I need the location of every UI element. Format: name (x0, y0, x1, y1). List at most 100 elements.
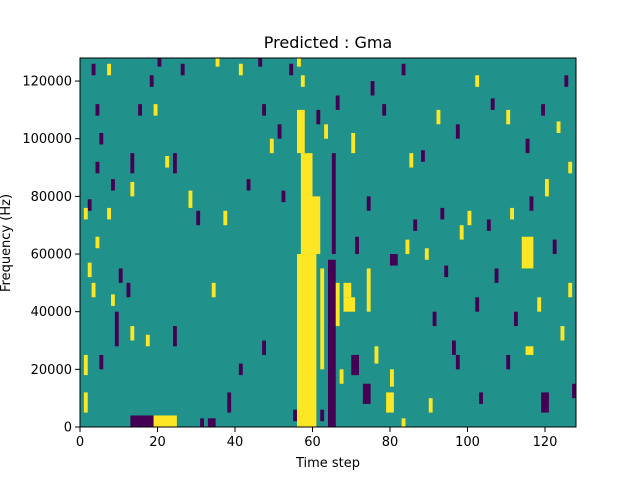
heatmap-cell (211, 282, 216, 298)
heatmap-cell (107, 207, 111, 220)
heatmap-cell (262, 340, 266, 355)
heatmap-cell (335, 282, 340, 327)
y-axis: 0 20000 40000 60000 80000 100000 120000 (22, 75, 80, 436)
heatmap-cell (390, 369, 394, 387)
heatmap-cell (343, 282, 352, 298)
heatmap-cell (390, 254, 398, 266)
heatmap-cell (200, 418, 204, 427)
heatmap-cell (436, 109, 441, 125)
heatmap-cell (409, 153, 414, 168)
heatmap-cell (386, 392, 394, 413)
heatmap-cell (207, 418, 216, 427)
heatmap-cell (277, 124, 282, 139)
heatmap-cell (428, 398, 433, 413)
heatmap-cell (486, 219, 491, 231)
heatmap-cell (421, 150, 425, 162)
heatmap-cell (413, 219, 418, 231)
heatmap-cell (331, 153, 336, 255)
y-tick-label: 80000 (31, 190, 72, 205)
heatmap-cell (541, 104, 545, 116)
heatmap-cell (297, 109, 305, 154)
heatmap-cell (506, 354, 511, 370)
heatmap-cell (165, 156, 170, 168)
x-tick-label: 80 (382, 435, 399, 450)
heatmap-cell (83, 207, 88, 220)
heatmap-cell (316, 109, 321, 125)
y-tick-label: 0 (64, 421, 72, 436)
heatmap-cell (529, 196, 534, 211)
x-tick-label: 40 (227, 435, 244, 450)
heatmap-cell (227, 392, 232, 413)
heatmap-cell (138, 104, 142, 116)
heatmap-cell (293, 409, 297, 422)
heatmap-cell (366, 196, 371, 211)
heatmap-cell (238, 363, 243, 376)
heatmap-cell (490, 98, 495, 110)
x-tick-label: 20 (149, 435, 166, 450)
heatmap-cell (262, 104, 266, 116)
heatmap-cell (99, 132, 104, 145)
heatmap-cell (351, 354, 359, 376)
heatmap-cell (467, 210, 472, 226)
heatmap-cell (370, 81, 375, 96)
heatmap-cell (173, 326, 177, 347)
heatmap-cell (432, 311, 437, 327)
heatmap-cell (328, 259, 336, 427)
heatmap-cell (114, 311, 119, 347)
heatmap-cell (281, 190, 286, 203)
plot-area (79, 57, 577, 428)
heatmap-cell (545, 179, 549, 197)
heatmap-cell (297, 254, 317, 427)
heatmap-cell (95, 104, 100, 116)
heatmap-cell (87, 262, 92, 278)
heatmap-cell (475, 75, 480, 87)
heatmap-cell (494, 268, 499, 283)
heatmap-cell (153, 415, 177, 427)
heatmap-cell (99, 354, 104, 370)
heatmap-cell (560, 326, 565, 341)
x-axis: 0 20 40 60 80 100 120 (76, 427, 557, 450)
heatmap-cell (537, 297, 542, 312)
heatmap-cell (459, 225, 464, 240)
x-axis-label: Time step (295, 456, 360, 471)
heatmap-cell (351, 132, 356, 154)
heatmap-cell (521, 236, 534, 269)
heatmap-cell (269, 138, 274, 154)
heatmap-cell (300, 75, 305, 87)
heatmap-cell (479, 392, 483, 404)
heatmap-cell (215, 58, 220, 67)
heatmap-cell (320, 268, 325, 370)
heatmap-cell (564, 75, 569, 87)
heatmap-cell (552, 239, 557, 255)
heatmap-cell (401, 418, 406, 427)
heatmap-cell (153, 104, 158, 116)
heatmap-cell (149, 75, 154, 87)
heatmap-cell (91, 63, 96, 76)
heatmap-cell (289, 63, 294, 76)
heatmap-cell (130, 415, 154, 427)
heatmap-cell (83, 392, 88, 413)
y-tick-label: 120000 (22, 75, 72, 90)
heatmap-cell (87, 199, 92, 211)
heatmap-cell (246, 179, 251, 191)
heatmap-cell (424, 248, 429, 260)
heatmap-cell (506, 109, 511, 125)
heatmap-cell (556, 121, 561, 133)
y-tick-label: 60000 (31, 248, 72, 263)
heatmap-cell (405, 239, 410, 255)
heatmap-cell (180, 63, 185, 76)
heatmap-cell (111, 294, 115, 306)
heatmap-cell (568, 282, 573, 298)
heatmap-cell (83, 354, 88, 376)
heatmap-cell (525, 138, 530, 154)
heatmap-cell (107, 63, 111, 76)
y-tick-label: 20000 (31, 363, 72, 378)
heatmap-cell (382, 104, 387, 116)
heatmap-cell (126, 282, 131, 298)
heatmap-cell (95, 161, 100, 174)
heatmap-cell (188, 190, 193, 208)
heatmap-cell (374, 346, 379, 364)
heatmap-cell (525, 346, 534, 355)
